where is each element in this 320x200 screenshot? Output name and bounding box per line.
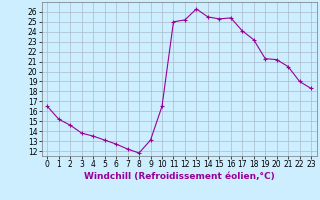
X-axis label: Windchill (Refroidissement éolien,°C): Windchill (Refroidissement éolien,°C) (84, 172, 275, 181)
